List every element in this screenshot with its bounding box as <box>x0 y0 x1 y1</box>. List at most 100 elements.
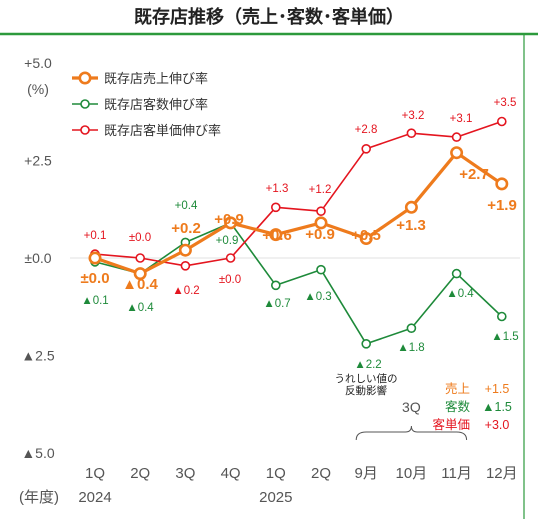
data-labels: ±0.0 ▲0.4 +0.2 +0.9 +0.6 +0.9 +0.5 +1.3 +2.7 +1.9… <box>80 97 518 371</box>
summary-label-sales: 売上 <box>445 381 470 396</box>
data-label-price: ±0.0 <box>129 232 151 244</box>
note-line: うれしい値の <box>335 372 398 385</box>
x-tick-label: 3Q <box>175 465 195 482</box>
year-label: 2025 <box>259 489 292 506</box>
x-tick-label: 1Q <box>85 465 105 482</box>
legend-marker-price <box>80 125 90 135</box>
data-label-customers: ▲1.8 <box>397 342 424 354</box>
y-tick-label: ▲2.5 <box>21 348 55 364</box>
point-customers <box>316 264 326 275</box>
point-sales <box>224 216 238 230</box>
y-tick-label: ▲5.0 <box>21 445 55 461</box>
data-label-sales: +0.9 <box>214 211 244 228</box>
point-sales <box>495 177 509 191</box>
legend-label-customers: 既存店客数伸び率 <box>104 97 208 112</box>
data-label-customers: ▲0.4 <box>126 302 154 314</box>
legend-label-sales: 既存店売上伸び率 <box>104 71 208 86</box>
data-label-customers: ▲1.5 <box>491 331 518 343</box>
point-price <box>316 206 326 216</box>
data-label-customers: +0.4 <box>175 200 198 212</box>
y-tick-labels: +5.0 +2.5 ±0.0 ▲2.5 ▲5.0 <box>21 55 55 461</box>
data-label-price: +0.1 <box>84 230 107 242</box>
point-customers <box>451 268 462 279</box>
point-sales <box>359 232 373 246</box>
data-label-customers: +0.9 <box>216 235 239 247</box>
series-points <box>88 116 509 349</box>
x-axis-caption: (年度) <box>19 489 59 506</box>
series-line-customers <box>94 222 503 345</box>
data-label-customers: ▲2.2 <box>354 359 381 371</box>
series-lines <box>94 120 503 345</box>
data-label-sales: +0.9 <box>305 226 335 243</box>
point-sales <box>269 228 283 242</box>
data-label-sales: +0.2 <box>171 220 201 237</box>
point-price <box>496 116 507 127</box>
point-price <box>225 253 236 263</box>
data-label-price: +3.5 <box>494 97 517 109</box>
series-line-price <box>94 120 503 267</box>
point-customers <box>270 280 281 291</box>
x-tick-label: 12月 <box>486 465 518 482</box>
point-sales <box>178 243 192 257</box>
summary-value-price: +3.0 <box>485 418 510 432</box>
point-sales <box>133 267 147 281</box>
point-customers <box>406 323 417 334</box>
data-label-sales: ▲0.4 <box>122 276 158 293</box>
x-tick-labels: 1Q 2Q 3Q 4Q 1Q 2Q 9月 10月 11月 12月 2024 2025 3Q <box>78 399 517 506</box>
x-tick-label: 10月 <box>396 465 428 482</box>
x-tick-label: 2Q <box>130 465 150 482</box>
point-customers <box>496 311 507 322</box>
data-label-sales: +0.5 <box>351 227 381 244</box>
point-sales <box>404 200 418 214</box>
x-tick-label: 9月 <box>355 465 378 482</box>
point-price <box>180 260 191 271</box>
data-label-sales: +2.7 <box>459 166 489 183</box>
data-label-price: +2.8 <box>355 124 378 136</box>
y-tick-label: ±0.0 <box>24 250 51 266</box>
data-label-customers: ▲0.3 <box>304 291 331 303</box>
legend-marker-sales <box>78 71 92 85</box>
point-sales <box>314 216 328 230</box>
note-line: 反動影響 <box>345 384 387 397</box>
data-label-customers: ▲0.4 <box>446 288 474 300</box>
data-label-sales: +1.9 <box>487 197 517 214</box>
data-label-customers: ▲0.1 <box>81 295 108 307</box>
data-label-price: ▲0.2 <box>172 285 199 297</box>
year-label: 2024 <box>78 489 111 506</box>
point-price <box>406 128 417 138</box>
point-price <box>361 144 372 154</box>
x-tick-label: 1Q <box>266 465 286 482</box>
data-label-price: +1.2 <box>309 184 332 196</box>
point-sales <box>450 146 464 160</box>
summary-label-price: 客単価 <box>432 417 470 432</box>
point-price <box>451 132 462 142</box>
data-label-sales: ±0.0 <box>80 270 109 287</box>
data-label-price: ±0.0 <box>219 274 241 286</box>
data-label-price: +3.2 <box>402 110 425 122</box>
group-bracket <box>355 425 468 441</box>
data-label-price: +3.1 <box>450 113 473 125</box>
chart-title: 既存店推移（売上･客数･客単価） <box>134 6 404 27</box>
series-line-sales <box>94 151 503 276</box>
x-tick-label: 4Q <box>221 465 241 482</box>
summary-label-customers: 客数 <box>445 399 471 414</box>
data-label-sales: +1.3 <box>396 217 426 234</box>
summary-value-customers: ▲1.5 <box>482 400 512 414</box>
y-axis-unit: (%) <box>27 81 49 97</box>
point-price <box>270 202 281 213</box>
legend-label-price: 既存店客単価伸び率 <box>104 123 221 138</box>
x-tick-label: 2Q <box>311 465 331 482</box>
legend-marker-customers <box>80 99 90 109</box>
summary-value-sales: +1.5 <box>485 382 510 396</box>
data-label-customers: ▲0.7 <box>263 298 290 310</box>
y-tick-label: +5.0 <box>24 55 52 71</box>
group-bracket-label: 3Q <box>402 399 421 415</box>
point-customers <box>361 338 372 349</box>
y-tick-label: +2.5 <box>24 153 52 169</box>
x-tick-label: 11月 <box>441 465 472 482</box>
point-sales <box>88 251 102 265</box>
